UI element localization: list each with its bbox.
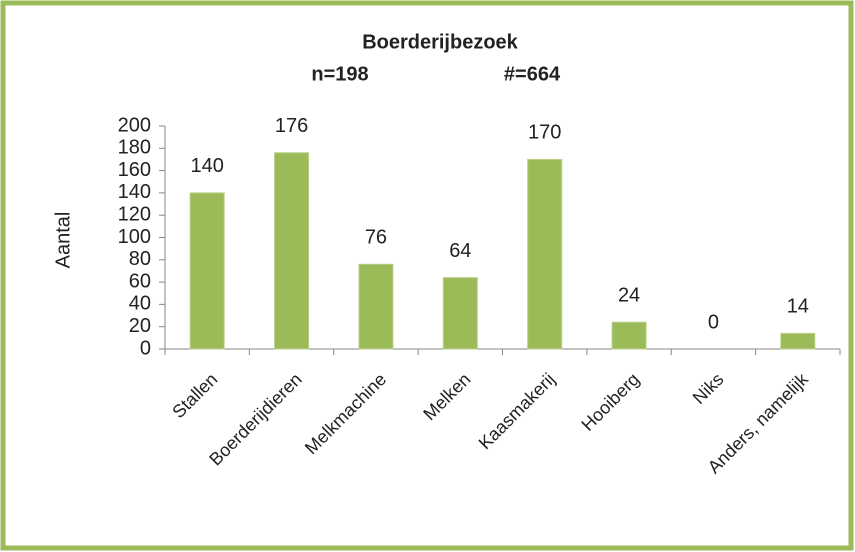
y-tick-label: 180 [118, 137, 151, 159]
y-tick-label: 200 [118, 114, 151, 136]
data-label: 170 [528, 122, 561, 144]
y-tick-label: 140 [118, 181, 151, 203]
chart-subtitle: #=664 [504, 63, 561, 85]
bar [189, 192, 225, 350]
data-label: 24 [618, 285, 640, 307]
bar [274, 152, 310, 350]
bar [442, 277, 478, 350]
bar [358, 263, 394, 350]
y-tick-label: 160 [118, 159, 151, 181]
y-tick-label: 20 [129, 315, 151, 337]
y-tick-label: 40 [129, 293, 151, 315]
data-label: 64 [449, 240, 471, 262]
chart-title: Boerderijbezoek [362, 31, 518, 53]
y-tick-label: 0 [140, 337, 151, 359]
bar [611, 321, 647, 350]
y-axis-label: Aantal [52, 212, 74, 269]
y-tick-label: 80 [129, 248, 151, 270]
data-label: 76 [365, 227, 387, 249]
bar [527, 158, 563, 350]
data-label: 140 [191, 155, 224, 177]
bar [780, 332, 816, 350]
data-label: 14 [787, 296, 809, 318]
data-label: 0 [708, 311, 719, 333]
y-tick-label: 120 [118, 203, 151, 225]
y-tick-label: 60 [129, 270, 151, 292]
y-tick-label: 100 [118, 226, 151, 248]
data-label: 176 [275, 115, 308, 137]
chart-subtitle: n=198 [311, 63, 368, 85]
